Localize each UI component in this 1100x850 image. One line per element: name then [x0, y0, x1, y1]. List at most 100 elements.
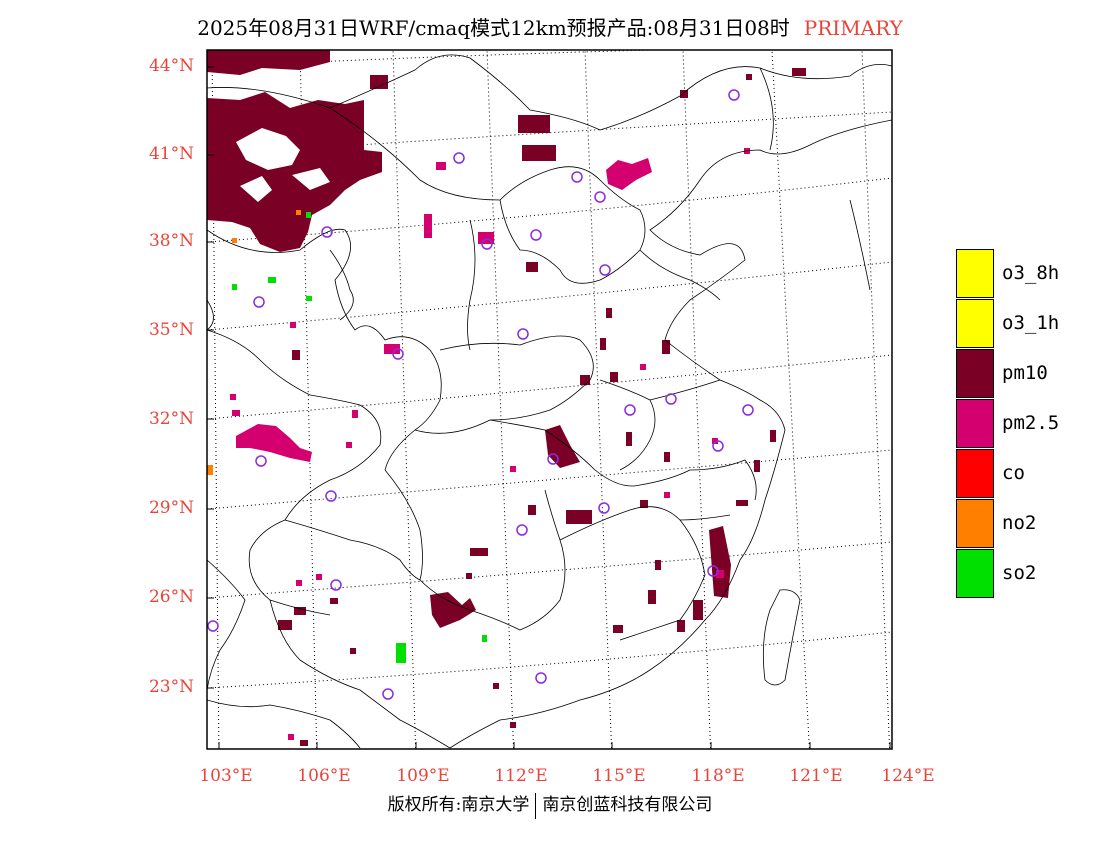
white-holes	[236, 128, 330, 202]
station-marker	[707, 565, 719, 577]
legend-swatch	[956, 299, 994, 348]
northeast-border	[759, 67, 774, 151]
station-marker	[321, 226, 333, 238]
lon-label: 124°E	[881, 766, 935, 786]
station-marker	[599, 264, 611, 276]
coastline-south	[449, 429, 786, 749]
meridian-112	[486, 50, 515, 749]
guizhou-border	[284, 519, 421, 581]
legend-label: o3_8h	[1002, 262, 1060, 284]
parallel-23	[207, 631, 892, 689]
legend-swatch	[956, 399, 994, 448]
station-marker	[392, 348, 404, 360]
zhejiang-border	[689, 459, 757, 501]
parallel-35	[207, 261, 892, 331]
legend-swatch	[956, 449, 994, 498]
mode-label: PRIMARY	[803, 16, 903, 40]
station-marker	[481, 238, 493, 250]
map-frame	[206, 49, 893, 750]
taiwan	[762, 589, 801, 686]
lon-label: 118°E	[691, 766, 745, 786]
station-marker	[665, 393, 677, 405]
sichuan-border	[207, 329, 382, 616]
lat-label: 35°N	[148, 320, 194, 340]
lon-label: 112°E	[494, 766, 548, 786]
station-marker	[517, 328, 529, 340]
hunan-border	[384, 469, 566, 631]
lat-label: 38°N	[148, 231, 194, 251]
station-marker	[571, 171, 583, 183]
copyright-footer: 版权所有:南京大学 南京创蓝科技有限公司	[0, 790, 1100, 819]
lon-label: 106°E	[297, 766, 351, 786]
legend-swatch	[956, 499, 994, 548]
yunnan-border	[207, 559, 246, 691]
station-markers	[207, 89, 754, 700]
station-marker	[330, 579, 342, 591]
station-marker	[624, 404, 636, 416]
legend-item: so2	[956, 549, 1096, 599]
shaanxi-border	[384, 336, 442, 471]
station-marker	[530, 229, 542, 241]
boundaries	[207, 54, 892, 749]
lat-label: 44°N	[148, 56, 194, 76]
station-marker	[325, 490, 337, 502]
legend-label: so2	[1002, 562, 1037, 584]
korea-border	[849, 199, 871, 291]
shandong-border	[639, 249, 721, 301]
lon-label: 109°E	[396, 766, 450, 786]
china-border-north	[207, 54, 892, 131]
gansu-border	[207, 228, 386, 341]
copyright-left: 版权所有:南京大学	[387, 795, 530, 815]
fujian-border	[679, 514, 731, 521]
coastline-north	[649, 119, 892, 431]
station-marker	[594, 191, 606, 203]
copyright-right: 南京创蓝科技有限公司	[542, 795, 713, 815]
legend-label: no2	[1002, 512, 1037, 534]
inner-mongolia-border	[329, 107, 501, 201]
pm10-region-north	[207, 50, 382, 252]
lat-label: 41°N	[148, 144, 194, 164]
legend-swatch	[956, 549, 994, 598]
jiangsu-border	[649, 379, 721, 401]
station-marker	[255, 455, 267, 467]
parallel-32	[207, 354, 892, 420]
lat-label: 32°N	[148, 409, 194, 429]
lon-label: 103°E	[199, 766, 253, 786]
meridian-121	[771, 50, 810, 749]
station-marker	[535, 672, 547, 684]
station-marker	[207, 620, 219, 632]
legend-item: pm10	[956, 349, 1096, 399]
legend-swatch	[956, 249, 994, 298]
station-marker	[728, 89, 740, 101]
map-title: 2025年08月31日WRF/cmaq模式12km预报产品:08月31日08时 P…	[0, 12, 1100, 41]
jiangxi-border	[559, 506, 706, 641]
pollutant-legend: o3_8h o3_1h pm10 pm2.5 co no2 so2	[956, 249, 1096, 599]
legend-item: co	[956, 449, 1096, 499]
lat-label: 29°N	[148, 498, 194, 518]
lon-label: 121°E	[789, 766, 843, 786]
legend-label: pm10	[1002, 362, 1048, 384]
meridian-115	[584, 50, 613, 749]
station-marker	[253, 296, 265, 308]
parallel-41	[207, 111, 892, 156]
legend-label: pm2.5	[1002, 412, 1060, 434]
legend-item: o3_1h	[956, 299, 1096, 349]
legend-item: pm2.5	[956, 399, 1096, 449]
meridian-124	[861, 50, 891, 749]
map-content	[207, 50, 892, 749]
so2-patches	[232, 212, 487, 663]
legend-item: o3_8h	[956, 249, 1096, 299]
henan-border	[439, 335, 594, 421]
station-marker	[547, 453, 559, 465]
axis-ticks	[207, 66, 891, 749]
shanxi-border	[467, 219, 476, 351]
station-marker	[598, 502, 610, 514]
lat-label: 23°N	[148, 677, 194, 697]
station-marker	[712, 440, 724, 452]
vietnam-border	[207, 699, 361, 749]
anhui-border	[599, 379, 656, 471]
legend-swatch	[956, 349, 994, 398]
guangxi-border	[269, 599, 451, 749]
station-marker	[453, 152, 465, 164]
tibet-qinghai-border	[207, 299, 214, 331]
